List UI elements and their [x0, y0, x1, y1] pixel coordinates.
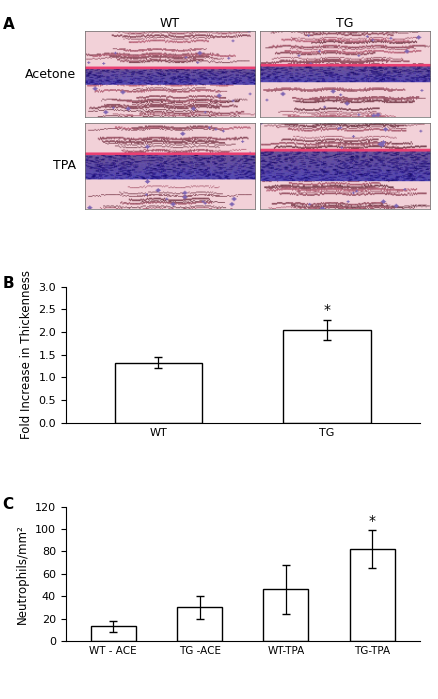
- Text: TPA: TPA: [53, 159, 76, 173]
- Text: C: C: [3, 497, 14, 512]
- Text: Acetone: Acetone: [25, 68, 76, 80]
- Text: TG: TG: [336, 17, 353, 31]
- Text: A: A: [3, 17, 14, 32]
- Text: B: B: [3, 276, 14, 291]
- Text: WT: WT: [159, 17, 180, 31]
